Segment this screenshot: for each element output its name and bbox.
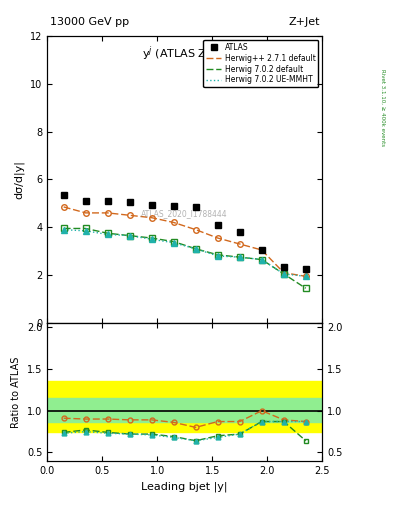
Herwig 7.0.2 default bbox=[127, 232, 132, 239]
Herwig++ 2.7.1 default bbox=[149, 215, 154, 221]
Herwig 7.0.2 default bbox=[61, 225, 66, 231]
Herwig 7.0.2 UE-MMHT bbox=[127, 232, 132, 239]
Herwig 7.0.2 UE-MMHT bbox=[149, 236, 154, 242]
Herwig 7.0.2 default bbox=[171, 239, 176, 245]
ATLAS bbox=[61, 192, 66, 198]
Herwig++ 2.7.1 default bbox=[127, 212, 132, 219]
Herwig++ 2.7.1 default bbox=[237, 241, 242, 247]
Text: Z+Jet: Z+Jet bbox=[288, 17, 320, 27]
X-axis label: Leading bjet |y|: Leading bjet |y| bbox=[141, 481, 228, 492]
Herwig 7.0.2 UE-MMHT bbox=[303, 273, 308, 280]
Herwig++ 2.7.1 default bbox=[61, 204, 66, 210]
Line: Herwig 7.0.2 default: Herwig 7.0.2 default bbox=[64, 228, 306, 288]
Herwig 7.0.2 UE-MMHT bbox=[281, 271, 286, 277]
Y-axis label: dσ/d|y|: dσ/d|y| bbox=[14, 160, 24, 199]
Herwig++ 2.7.1 default bbox=[83, 210, 88, 216]
Herwig 7.0.2 default bbox=[215, 252, 220, 258]
Herwig++ 2.7.1 default bbox=[303, 273, 308, 280]
ATLAS bbox=[105, 198, 110, 204]
Text: ATLAS_2020_I1788444: ATLAS_2020_I1788444 bbox=[141, 209, 228, 218]
ATLAS bbox=[171, 203, 176, 209]
Text: Rivet 3.1.10, ≥ 400k events: Rivet 3.1.10, ≥ 400k events bbox=[380, 69, 385, 146]
ATLAS bbox=[215, 222, 220, 228]
ATLAS bbox=[193, 204, 198, 210]
Line: Herwig 7.0.2 UE-MMHT: Herwig 7.0.2 UE-MMHT bbox=[64, 230, 306, 276]
Herwig++ 2.7.1 default bbox=[215, 235, 220, 241]
Herwig++ 2.7.1 default bbox=[171, 220, 176, 226]
Herwig 7.0.2 default bbox=[149, 235, 154, 241]
Herwig 7.0.2 default bbox=[105, 230, 110, 237]
Herwig++ 2.7.1 default bbox=[105, 210, 110, 216]
ATLAS bbox=[303, 266, 308, 272]
ATLAS bbox=[83, 198, 88, 204]
ATLAS bbox=[237, 229, 242, 235]
ATLAS bbox=[281, 264, 286, 270]
Herwig 7.0.2 default bbox=[259, 257, 264, 263]
Legend: ATLAS, Herwig++ 2.7.1 default, Herwig 7.0.2 default, Herwig 7.0.2 UE-MMHT: ATLAS, Herwig++ 2.7.1 default, Herwig 7.… bbox=[203, 39, 318, 88]
Herwig 7.0.2 UE-MMHT bbox=[171, 240, 176, 246]
ATLAS bbox=[259, 247, 264, 253]
Bar bbox=[47, 398, 322, 421]
Herwig++ 2.7.1 default bbox=[259, 247, 264, 253]
Herwig 7.0.2 default bbox=[83, 225, 88, 231]
ATLAS bbox=[127, 199, 132, 205]
ATLAS bbox=[149, 201, 154, 207]
Text: y$^{j}$ (ATLAS Z+b): y$^{j}$ (ATLAS Z+b) bbox=[142, 45, 228, 63]
Herwig++ 2.7.1 default bbox=[281, 270, 286, 276]
Herwig 7.0.2 default bbox=[237, 254, 242, 260]
Herwig 7.0.2 UE-MMHT bbox=[215, 253, 220, 259]
Herwig 7.0.2 UE-MMHT bbox=[259, 257, 264, 263]
Herwig 7.0.2 default bbox=[303, 285, 308, 291]
Herwig 7.0.2 UE-MMHT bbox=[61, 227, 66, 233]
Herwig 7.0.2 UE-MMHT bbox=[193, 246, 198, 252]
Line: ATLAS: ATLAS bbox=[60, 191, 309, 272]
Text: 13000 GeV pp: 13000 GeV pp bbox=[50, 17, 129, 27]
Y-axis label: Ratio to ATLAS: Ratio to ATLAS bbox=[11, 356, 21, 428]
Herwig 7.0.2 UE-MMHT bbox=[237, 254, 242, 260]
Herwig 7.0.2 default bbox=[193, 246, 198, 252]
Herwig++ 2.7.1 default bbox=[193, 227, 198, 233]
Line: Herwig++ 2.7.1 default: Herwig++ 2.7.1 default bbox=[64, 207, 306, 276]
Herwig 7.0.2 UE-MMHT bbox=[105, 231, 110, 238]
Bar bbox=[47, 381, 322, 432]
Herwig 7.0.2 UE-MMHT bbox=[83, 228, 88, 234]
Herwig 7.0.2 default bbox=[281, 271, 286, 277]
